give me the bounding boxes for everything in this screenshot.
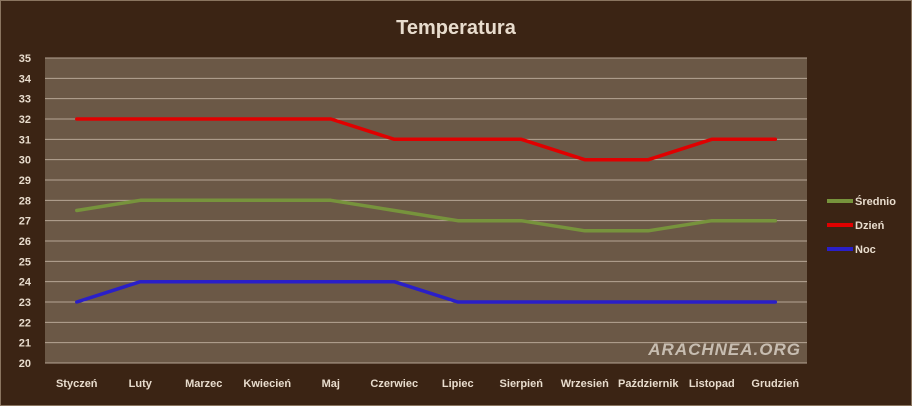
y-tick-label: 28 (19, 195, 31, 207)
y-tick-label: 24 (19, 277, 32, 289)
x-tick-label: Styczeń (56, 378, 98, 390)
x-tick-label: Lipiec (442, 378, 474, 390)
x-axis-ticks: Styczeń Luty Marzec Kwiecień Maj Czerwiec Lipi… (56, 378, 799, 390)
y-tick-label: 21 (19, 338, 31, 350)
y-tick-label: 29 (19, 175, 31, 187)
y-tick-label: 20 (19, 358, 31, 370)
y-tick-label: 33 (19, 94, 31, 106)
grid-lines (45, 57, 807, 364)
legend-label: Dzień (855, 220, 885, 232)
plot-area (45, 58, 807, 363)
series-line-0 (75, 198, 778, 233)
series-line-2 (75, 279, 778, 304)
x-tick-label: Październik (618, 378, 679, 390)
y-tick-label: 30 (19, 155, 31, 167)
y-tick-label: 31 (19, 134, 31, 146)
x-tick-label: Wrzesień (561, 378, 609, 390)
series-lines (75, 117, 778, 304)
x-tick-label: Czerwiec (370, 378, 418, 390)
legend-label: Średnio (855, 195, 896, 208)
x-tick-label: Listopad (689, 378, 735, 390)
y-axis-ticks: 20 21 22 23 24 25 26 27 28 29 30 31 32 33 34 35 (19, 53, 32, 370)
legend-label: Noc (855, 244, 876, 256)
y-tick-label: 35 (19, 53, 31, 65)
y-tick-label: 23 (19, 297, 31, 309)
x-tick-label: Kwiecień (243, 378, 291, 390)
y-tick-label: 34 (19, 73, 32, 85)
watermark: ARACHNEA.ORG (647, 340, 801, 359)
y-tick-label: 22 (19, 317, 31, 329)
y-tick-label: 25 (19, 256, 31, 268)
x-tick-label: Luty (129, 378, 153, 390)
x-tick-label: Sierpień (500, 378, 544, 390)
x-tick-label: Maj (322, 378, 340, 390)
legend: Średnio Dzień Noc (827, 195, 896, 256)
y-tick-label: 32 (19, 114, 31, 126)
y-tick-label: 26 (19, 236, 31, 248)
y-tick-label: 27 (19, 216, 31, 228)
chart-title: Temperatura (396, 17, 517, 39)
x-tick-label: Grudzień (751, 378, 799, 390)
x-tick-label: Marzec (185, 378, 222, 390)
series-line-1 (75, 117, 778, 162)
